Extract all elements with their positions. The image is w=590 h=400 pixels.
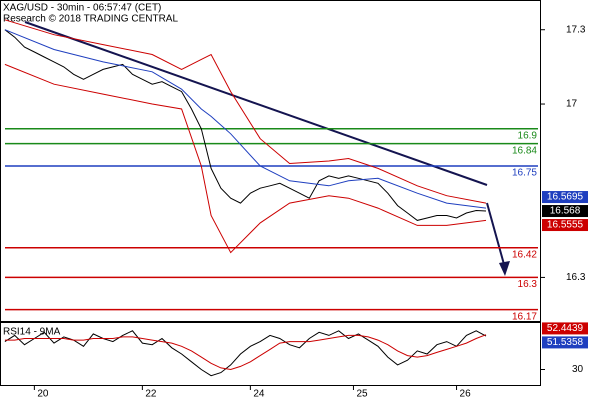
rsi-label-box xyxy=(542,322,588,335)
rsi-label-box xyxy=(542,336,588,349)
chart-subtitle: Research © 2018 TRADING CENTRAL xyxy=(3,14,178,25)
series-line xyxy=(4,63,487,254)
x-tick-label: 20 xyxy=(37,389,49,400)
x-tick-label: 25 xyxy=(356,389,368,400)
arrow-head xyxy=(499,261,510,276)
level-label: 16.84 xyxy=(512,145,537,156)
level-label: 16.17 xyxy=(512,311,537,322)
y-tick-label: 16.3 xyxy=(566,272,586,283)
price-label-box xyxy=(542,219,588,232)
y-tick-label: 17.3 xyxy=(566,24,586,35)
series-line xyxy=(4,29,487,209)
price-label: 16.568 xyxy=(550,206,581,217)
rsi-label: 52.4439 xyxy=(547,323,584,334)
x-tick-label: 24 xyxy=(253,389,265,400)
level-label: 16.75 xyxy=(512,168,537,179)
rsi-label: 51.5358 xyxy=(547,337,584,348)
x-tick-label: 22 xyxy=(145,389,157,400)
price-label-box xyxy=(542,191,588,204)
price-label: 16.5695 xyxy=(547,192,584,203)
trend-line xyxy=(24,21,488,186)
level-label: 16.3 xyxy=(518,279,538,290)
rsi-title: RSI14 - 9MA xyxy=(3,327,61,338)
level-label: 16.42 xyxy=(512,249,537,260)
chart-title: XAG/USD - 30min - 06:57:47 (CET) xyxy=(3,3,161,14)
level-label: 16.9 xyxy=(518,130,538,141)
rsi-panel xyxy=(0,322,541,386)
price-panel xyxy=(0,0,541,322)
series-line xyxy=(4,29,487,221)
forecast-arrow xyxy=(486,202,506,269)
x-tick-label: 26 xyxy=(460,389,472,400)
price-label-box xyxy=(542,205,588,218)
price-label: 16.5555 xyxy=(547,220,584,231)
rsi-y-tick-label: 30 xyxy=(572,364,584,375)
series-line xyxy=(4,334,487,371)
y-tick-label: 17 xyxy=(566,99,578,110)
series-line xyxy=(4,330,487,377)
series-line xyxy=(4,19,487,204)
